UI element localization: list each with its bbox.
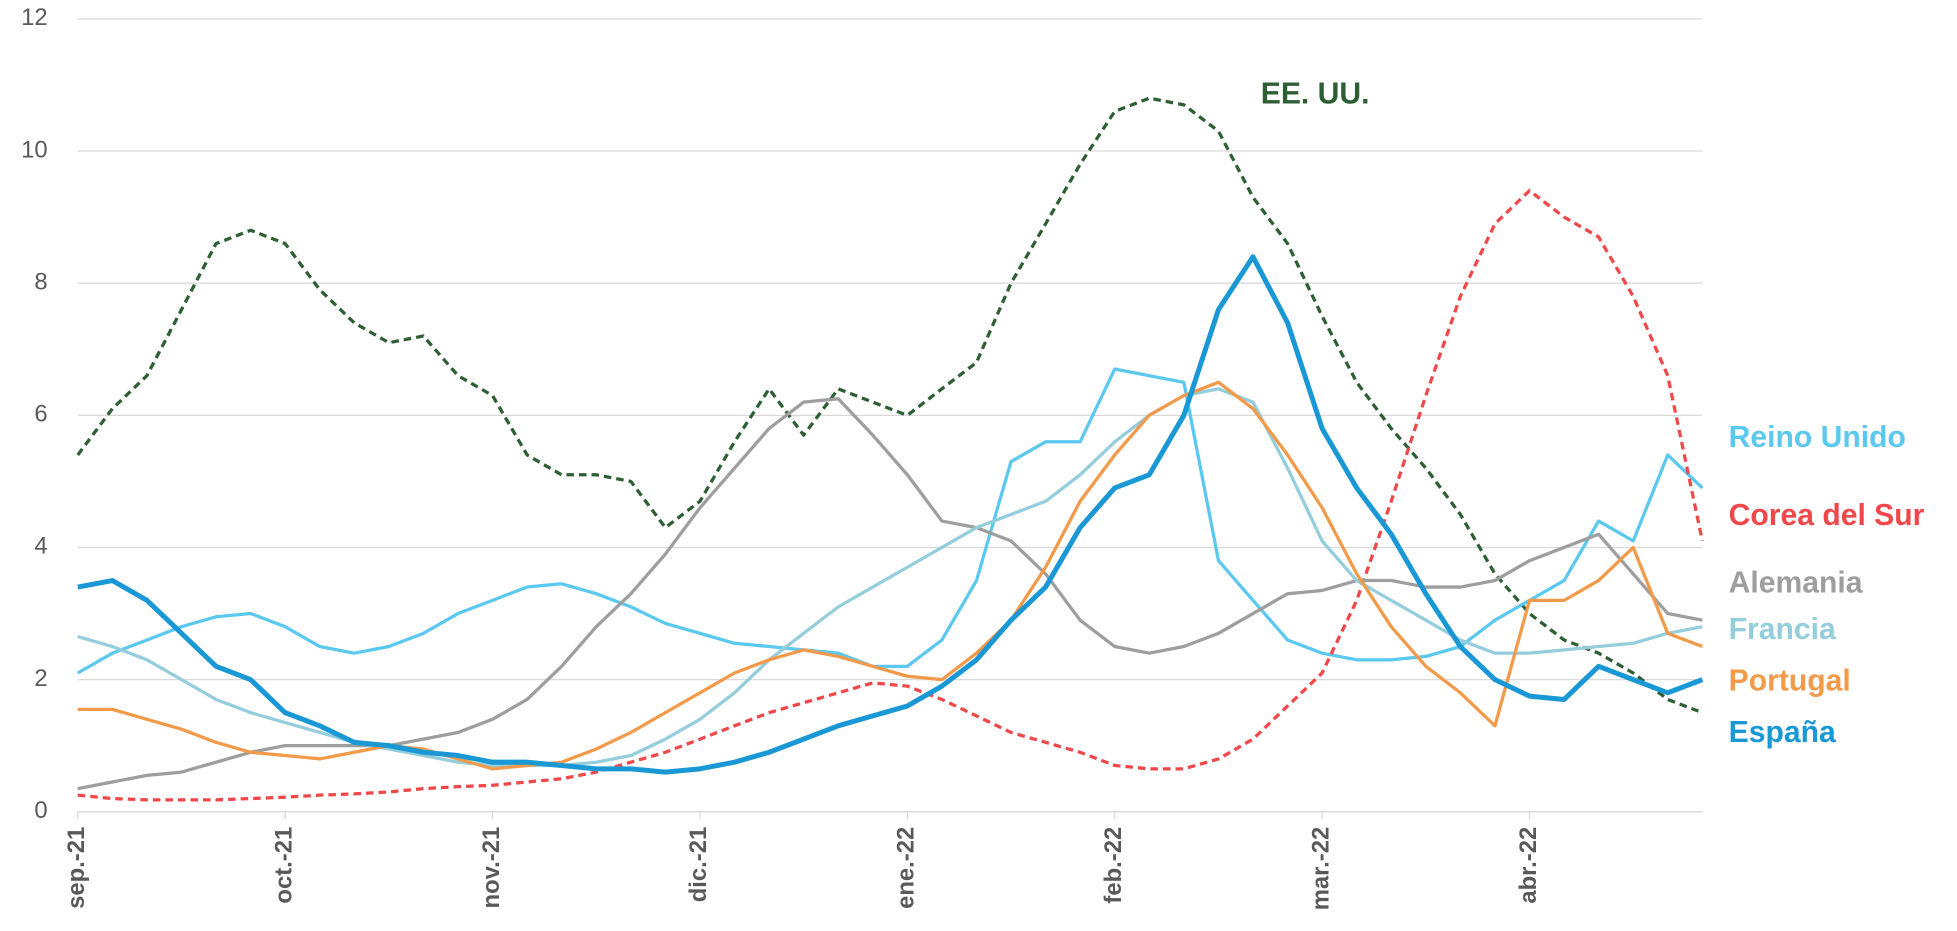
series-line: [77, 189, 1704, 802]
x-tick-label: ene.-22: [893, 827, 920, 909]
x-tick-label: dic.-21: [685, 827, 712, 903]
y-tick-label: 10: [21, 136, 48, 163]
series-label: Francia: [1729, 613, 1836, 646]
x-tick-label: feb.-22: [1100, 827, 1127, 904]
series-line: [77, 397, 1703, 791]
series-line: [76, 367, 1704, 675]
y-tick-label: 0: [34, 797, 47, 824]
y-tick-label: 6: [34, 401, 47, 428]
series-label: Reino Unido: [1729, 421, 1906, 454]
x-tick-label: sep.-21: [63, 827, 90, 909]
y-tick-label: 8: [34, 268, 47, 295]
series-line: [76, 96, 1703, 715]
series-label: EE. UU.: [1261, 77, 1370, 110]
series-label: Corea del Sur: [1729, 499, 1925, 532]
series-label: Alemania: [1729, 567, 1863, 600]
x-tick-label: nov.-21: [478, 827, 505, 909]
series-label: Portugal: [1729, 664, 1851, 697]
x-tick-label: abr.-22: [1515, 827, 1542, 904]
x-tick-label: mar.-22: [1307, 827, 1334, 910]
series-label: España: [1729, 716, 1836, 749]
x-tick-label: oct.-21: [270, 827, 297, 904]
y-tick-label: 12: [21, 4, 48, 31]
series-line: [77, 254, 1704, 775]
series-line: [77, 380, 1703, 771]
y-tick-label: 2: [34, 665, 47, 692]
y-tick-label: 4: [34, 533, 47, 560]
